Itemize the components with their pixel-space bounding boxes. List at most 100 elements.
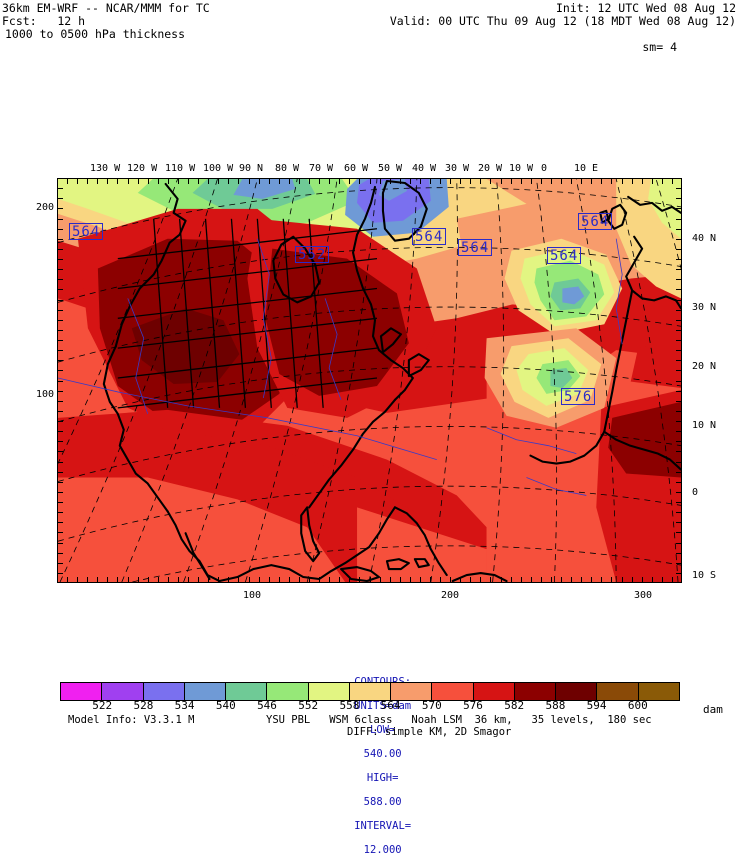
axis-tick [268, 577, 270, 582]
axis-tick [460, 179, 462, 184]
axis-top-tick-label: 20 W [478, 163, 503, 174]
color-scale-tick-label: 534 [174, 699, 195, 712]
axis-top-tick-label: 10 E [574, 163, 599, 174]
axis-tick [278, 179, 280, 184]
axis-tick [676, 279, 681, 281]
axis-tick [298, 179, 300, 184]
axis-tick [177, 179, 179, 184]
axis-tick [676, 309, 681, 311]
model-info-version: Model Info: V3.3.1 M [68, 714, 195, 726]
axis-tick [127, 179, 129, 184]
axis-tick [77, 179, 79, 184]
axis-tick [591, 179, 593, 184]
color-scale-tick-label: 528 [133, 699, 154, 712]
interval-label: INTERVAL= [354, 820, 412, 832]
axis-tick [419, 577, 421, 582]
axis-tick [510, 179, 512, 184]
axis-tick [157, 577, 159, 582]
color-swatch [184, 683, 227, 700]
axis-tick [58, 198, 63, 200]
axis-tick [676, 481, 681, 483]
axis-tick [676, 269, 681, 271]
axis-top-tick-label: 90 N [239, 163, 264, 174]
color-scale-tick-label: 522 [92, 699, 113, 712]
model-info-diffusion: DIFF: simple KM, 2D Smagor [347, 726, 512, 738]
axis-tick [676, 188, 681, 190]
axis-tick [460, 577, 462, 582]
axis-tick [676, 471, 681, 473]
axis-top-tick-label: 70 W [309, 163, 334, 174]
axis-tick [329, 577, 331, 582]
init-time: Init: 12 UTC Wed 08 Aug 12 [555, 1, 736, 15]
axis-right-tick-label: 10 S [692, 570, 717, 581]
smoothing-value: sm= 4 [642, 40, 677, 54]
color-scale-tick-label: 582 [504, 699, 525, 712]
axis-tick [58, 309, 63, 311]
axis-tick [369, 179, 371, 184]
axis-tick [661, 577, 663, 582]
contour-label: 564 [69, 223, 104, 240]
axis-tick [319, 577, 321, 582]
axis-tick [369, 577, 371, 582]
axis-tick [676, 198, 681, 200]
axis-tick [440, 577, 442, 582]
axis-tick [188, 179, 190, 184]
high-value: 588.00 [363, 796, 402, 808]
axis-tick [409, 179, 411, 184]
color-swatch [143, 683, 185, 700]
axis-tick [676, 491, 681, 493]
axis-tick [671, 577, 673, 582]
color-swatch [473, 683, 515, 700]
model-info-physics: YSU PBL WSM 6class Noah LSM 36 km, 35 le… [266, 714, 652, 726]
axis-tick [268, 179, 270, 184]
axis-tick [601, 179, 603, 184]
axis-tick [676, 208, 681, 210]
axis-tick [490, 179, 492, 184]
axis-tick [611, 577, 613, 582]
axis-tick [676, 370, 681, 372]
color-swatch [638, 683, 679, 700]
axis-tick [208, 179, 210, 184]
color-swatch [432, 683, 474, 700]
axis-tick [58, 238, 63, 240]
axis-left-tick-label: 200 [35, 202, 54, 213]
axis-tick [87, 179, 89, 184]
contour-label: 564 [412, 228, 447, 245]
axis-tick [147, 577, 149, 582]
axis-tick [409, 577, 411, 582]
axis-tick [480, 179, 482, 184]
axis-tick [651, 577, 653, 582]
color-swatch [391, 683, 433, 700]
axis-tick [611, 179, 613, 184]
contour-label: 552 [295, 246, 330, 263]
axis-bottom-tick-label: 200 [441, 590, 460, 601]
axis-tick [631, 577, 633, 582]
color-scale-tick-label: 588 [545, 699, 566, 712]
axis-tick [288, 179, 290, 184]
axis-tick [676, 380, 681, 382]
color-scale-bar [60, 682, 680, 701]
axis-top-tick-label: 130 W [90, 163, 121, 174]
axis-tick [581, 179, 583, 184]
contour-label: 576 [561, 388, 596, 405]
low-label: LOW= [370, 724, 396, 736]
axis-tick [359, 577, 361, 582]
axis-tick [329, 179, 331, 184]
axis-tick [571, 577, 573, 582]
axis-tick [58, 269, 63, 271]
axis-tick [490, 577, 492, 582]
axis-tick [676, 502, 681, 503]
color-scale-unit: dam [703, 703, 723, 716]
forecast-hour: Fcst: 12 h [2, 14, 86, 28]
axis-top-tick-label: 120 W [127, 163, 158, 174]
axis-tick [676, 360, 681, 362]
axis-right-tick-label: 10 N [692, 420, 717, 431]
axis-tick [676, 552, 681, 554]
contour-label: 564 [458, 239, 493, 256]
axis-tick [379, 577, 381, 582]
axis-tick [319, 179, 321, 184]
axis-tick [581, 577, 583, 582]
axis-top-tick-label: 10 W [509, 163, 534, 174]
axis-tick [58, 532, 63, 534]
axis-tick [58, 410, 63, 412]
